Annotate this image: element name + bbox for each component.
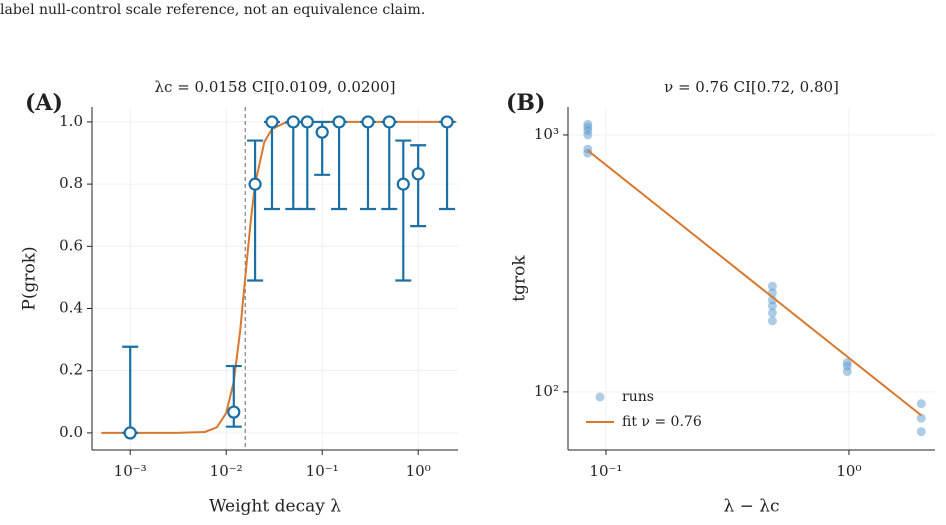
panel-label: (A) xyxy=(25,90,63,116)
x-tick-label: 10⁻³ xyxy=(114,462,147,480)
x-axis-label: Weight decay λ xyxy=(209,497,341,517)
y-tick-label: 10² xyxy=(534,382,559,400)
run-point xyxy=(916,427,926,437)
data-point xyxy=(227,405,241,419)
run-point xyxy=(916,399,926,409)
run-point xyxy=(767,301,777,311)
run-point xyxy=(916,413,926,423)
data-point xyxy=(440,115,454,129)
chart-title: λc = 0.0158 CI[0.0109, 0.0200] xyxy=(155,78,396,96)
x-axis-label: λ − λc xyxy=(723,497,779,517)
data-point xyxy=(332,115,346,129)
data-point xyxy=(265,115,279,129)
y-tick-label: 0.6 xyxy=(59,236,83,254)
data-point xyxy=(315,125,329,139)
panel-label: (B) xyxy=(506,90,545,116)
caption: label null-control scale reference, not … xyxy=(0,2,425,18)
data-point xyxy=(382,115,396,129)
x-tick-label: 10⁰ xyxy=(406,462,431,480)
data-point xyxy=(411,167,425,181)
chart-title: ν = 0.76 CI[0.72, 0.80] xyxy=(664,78,839,96)
y-tick-label: 0.4 xyxy=(59,299,83,317)
legend-label: runs xyxy=(622,389,654,405)
y-tick-label: 1.0 xyxy=(59,112,83,130)
run-point xyxy=(583,148,593,158)
y-axis-label: tgrok xyxy=(510,255,530,302)
x-tick-label: 10⁻¹ xyxy=(306,462,339,480)
data-point xyxy=(123,426,137,440)
x-tick-label: 10⁻¹ xyxy=(589,462,622,480)
data-point xyxy=(361,115,375,129)
y-tick-label: 0.2 xyxy=(59,361,83,379)
data-point xyxy=(300,115,314,129)
x-tick-label: 10⁰ xyxy=(836,462,861,480)
y-axis-label: P(grok) xyxy=(20,246,40,310)
run-point xyxy=(767,281,777,291)
x-tick-label: 10⁻² xyxy=(210,462,243,480)
run-point xyxy=(767,308,777,318)
data-point xyxy=(396,177,410,191)
y-tick-label: 10³ xyxy=(534,125,559,143)
data-point xyxy=(286,115,300,129)
fit-line xyxy=(587,149,922,417)
run-point xyxy=(842,367,852,377)
legend-marker xyxy=(595,392,605,402)
y-tick-label: 0.8 xyxy=(59,174,83,192)
data-point xyxy=(248,177,262,191)
y-tick-label: 0.0 xyxy=(59,423,83,441)
run-point xyxy=(767,316,777,326)
run-point xyxy=(583,130,593,140)
legend-label: fit ν = 0.76 xyxy=(622,414,702,430)
